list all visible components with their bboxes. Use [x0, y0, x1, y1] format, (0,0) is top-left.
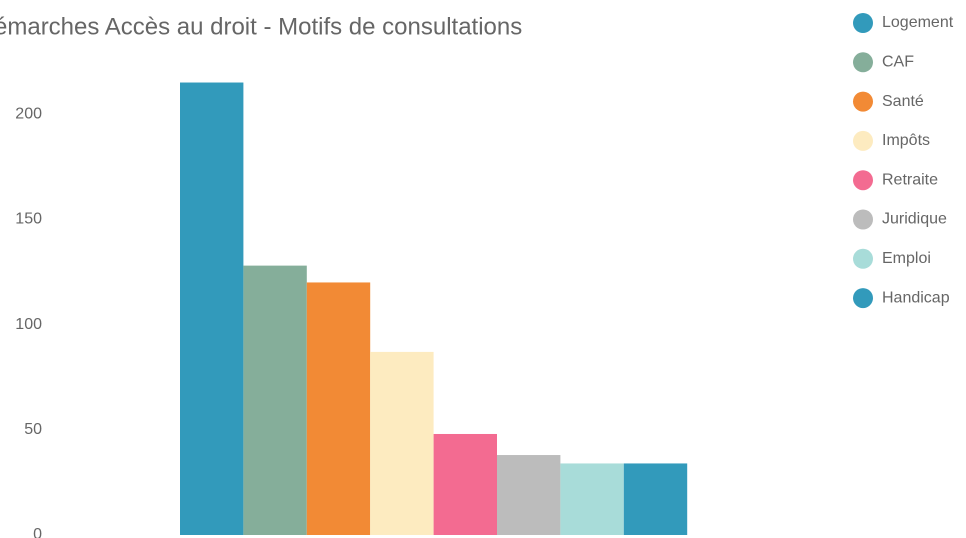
bar [306, 282, 371, 535]
bar [180, 82, 244, 535]
legend-swatch [853, 170, 873, 191]
y-tick-label: 150 [15, 211, 42, 228]
legend-swatch [853, 130, 873, 151]
bar [433, 433, 497, 535]
legend-label: CAF [882, 54, 914, 71]
bar [497, 455, 561, 535]
legend-label: Impôts [882, 132, 930, 149]
legend-swatch [853, 248, 873, 269]
legend-label: Juridique [882, 211, 947, 228]
y-tick-label: 200 [15, 105, 42, 122]
legend-swatch [853, 288, 873, 309]
y-tick-label: 100 [15, 316, 42, 333]
bar [370, 351, 434, 535]
legend-swatch [853, 52, 873, 73]
legend-label: Logement [882, 14, 954, 31]
legend-label: Santé [882, 93, 924, 110]
y-tick-label: 0 [33, 526, 42, 538]
bar [560, 463, 624, 535]
y-tick-label: 50 [24, 421, 42, 438]
legend-label: Emploi [882, 250, 931, 267]
bar [243, 265, 307, 535]
legend-swatch [853, 209, 873, 230]
legend-label: Retraite [882, 171, 938, 188]
chart-title: émarches Accès au droit - Motifs de cons… [0, 13, 522, 40]
legend-label: Handicap [882, 289, 950, 306]
bar [623, 463, 688, 535]
legend-swatch [853, 91, 873, 112]
legend-swatch [853, 13, 873, 33]
